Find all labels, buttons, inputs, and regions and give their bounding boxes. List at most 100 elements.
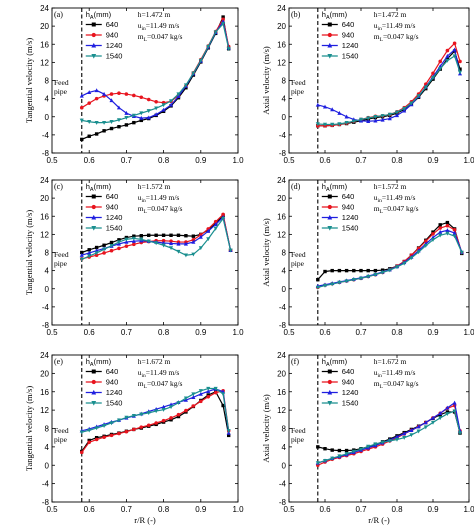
data-point <box>80 250 84 255</box>
y-tick-label: 20 <box>40 22 49 31</box>
data-point <box>132 234 136 238</box>
data-point <box>431 71 435 76</box>
inlet-velocity-annotation: uin=11.49 m/s <box>138 21 180 32</box>
panel-f: 0.5 0.6 0.7 0.8 0.9 1.0 -8 -4 0 4 8 12 16 20 24 Axial v… <box>261 351 474 525</box>
height-annotation: h=1.472 m <box>138 10 171 19</box>
legend-label: 940 <box>106 203 119 212</box>
data-point <box>87 101 91 105</box>
y-tick-label: -4 <box>42 480 50 489</box>
x-tick-label: 0.9 <box>427 328 439 337</box>
legend-marker <box>91 226 97 231</box>
mass-flow-annotation: mL=0.047 kg/s <box>138 204 183 215</box>
data-point <box>373 273 378 277</box>
data-point <box>323 269 327 274</box>
data-point <box>124 239 129 244</box>
data-point <box>387 112 392 117</box>
feed-pipe-label: Feed <box>291 78 306 87</box>
feed-pipe-label: pipe <box>291 435 305 444</box>
legend-label: 1540 <box>342 224 359 233</box>
y-tick-label: 0 <box>282 285 287 294</box>
data-point <box>87 90 92 94</box>
data-point <box>373 268 378 273</box>
x-tick-label: 0.8 <box>391 156 403 165</box>
legend-marker <box>91 54 97 59</box>
legend-label: 940 <box>342 203 355 212</box>
data-point <box>315 461 320 466</box>
data-point <box>459 250 464 255</box>
feed-pipe-label: pipe <box>291 259 305 268</box>
data-point <box>330 122 335 127</box>
data-point <box>94 437 99 442</box>
data-point <box>452 54 457 59</box>
data-point <box>154 241 159 246</box>
data-point <box>191 234 196 238</box>
legend-label: 1540 <box>106 224 123 233</box>
panel-d: 0.5 0.6 0.7 0.8 0.9 1.0 -8 -4 0 4 8 12 16 20 24 Axial v… <box>261 176 474 337</box>
data-point <box>445 405 450 410</box>
data-point <box>213 390 218 395</box>
data-point <box>176 233 181 237</box>
panel-c: 0.5 0.6 0.7 0.8 0.9 1.0 -8 -4 0 4 8 12 16 20 24 Tangent… <box>24 176 244 337</box>
data-point <box>430 76 436 80</box>
data-point <box>124 237 129 242</box>
data-point <box>87 428 92 433</box>
data-point <box>169 233 173 237</box>
data-point <box>358 276 364 281</box>
data-point <box>226 47 231 51</box>
data-point <box>315 285 320 290</box>
data-point <box>183 83 188 88</box>
data-point <box>191 252 196 257</box>
y-axis-title: Tangential velocity (m/s) <box>24 210 34 295</box>
data-point <box>117 125 121 129</box>
data-point <box>87 250 92 255</box>
data-point <box>344 448 349 453</box>
y-axis-title: Axial velocity (m/s) <box>261 218 271 287</box>
data-point <box>183 396 188 401</box>
data-point <box>154 409 159 414</box>
x-tick-label: 0.8 <box>391 505 403 514</box>
data-point <box>227 433 231 438</box>
data-point <box>139 111 144 116</box>
data-point <box>221 392 226 397</box>
legend-label: 640 <box>106 20 119 29</box>
data-point <box>176 412 181 417</box>
data-point <box>199 399 203 404</box>
series-1540 <box>79 22 231 125</box>
mass-flow-annotation: mL=0.047 kg/s <box>374 204 419 215</box>
legend-header: hA(mm) <box>322 182 348 193</box>
y-tick-label: 16 <box>40 388 49 397</box>
x-tick-label: 0.7 <box>121 156 133 165</box>
data-point <box>183 253 188 258</box>
data-point <box>221 403 225 408</box>
data-point <box>394 110 400 115</box>
data-point <box>161 418 166 423</box>
feed-pipe-label: Feed <box>54 426 69 435</box>
data-point <box>213 226 218 231</box>
data-point <box>147 233 151 237</box>
data-point <box>424 239 428 243</box>
data-point <box>94 251 99 256</box>
data-point <box>409 428 414 433</box>
data-point <box>161 233 166 237</box>
data-point <box>315 102 320 107</box>
y-tick-label: 4 <box>282 443 287 452</box>
legend-marker <box>327 379 332 385</box>
y-tick-label: 24 <box>40 4 49 13</box>
data-point <box>94 435 99 440</box>
series-1540 <box>79 216 233 262</box>
data-point <box>358 447 364 452</box>
y-tick-label: 12 <box>277 406 286 415</box>
data-point <box>109 433 114 438</box>
data-point <box>87 438 91 443</box>
inlet-velocity-annotation: uin=11.49 m/s <box>374 368 416 379</box>
data-point <box>146 411 151 416</box>
x-tick-label: 0.9 <box>195 505 207 514</box>
data-point <box>445 412 450 417</box>
data-point <box>452 400 457 405</box>
data-point <box>330 448 334 452</box>
data-point <box>206 44 211 49</box>
data-point <box>221 17 225 22</box>
data-point <box>423 85 428 90</box>
series-line <box>317 402 461 464</box>
data-point <box>330 456 335 461</box>
